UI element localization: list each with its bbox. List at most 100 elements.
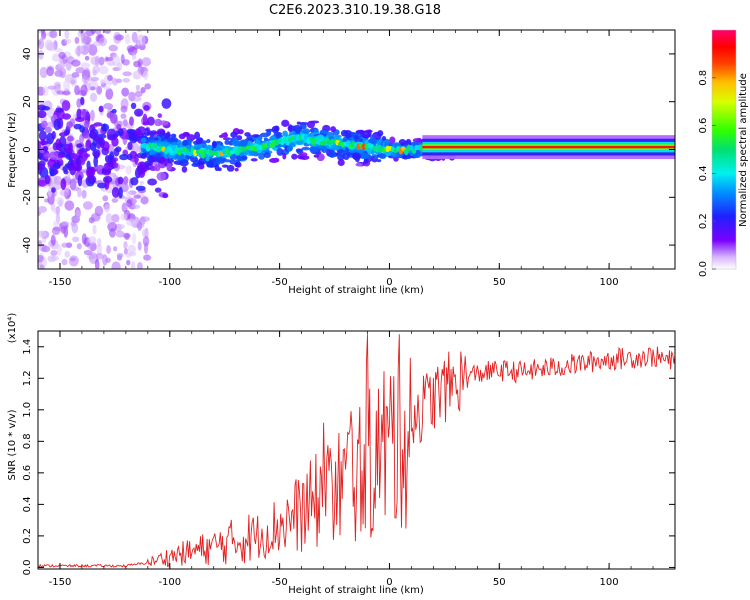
heatmap-noise-blob	[104, 177, 110, 190]
heatmap-noise-blob	[117, 176, 124, 185]
heatmap-noise-blob	[117, 61, 123, 71]
heatmap-noise-blob	[71, 72, 80, 78]
heatmap-noise-blob	[122, 118, 128, 127]
heatmap-noise-blob	[76, 108, 82, 120]
heatmap-noise-blob	[126, 259, 131, 266]
heatmap-noise-blob	[122, 176, 129, 185]
heatmap-noise-blob	[70, 152, 78, 160]
heatmap-noise-blob	[39, 264, 45, 269]
snr-y-ticks: 0.0 0.2 0.4 0.6 0.8 1.0 1.2 1.4	[22, 339, 675, 575]
heatmap-noise-blob	[85, 30, 95, 37]
heatmap-noise-blob	[127, 141, 133, 151]
heatmap-noise-blob	[84, 55, 90, 61]
heatmap-noise-blob	[66, 172, 71, 180]
heatmap-noise-blob	[95, 252, 104, 260]
heatmap-noise-blob	[142, 121, 150, 126]
heatmap-ridge-core	[411, 148, 417, 154]
heatmap-noise-blob	[132, 204, 141, 210]
heatmap-ridge-core	[403, 148, 409, 156]
heatmap-ridge-blob	[236, 135, 243, 141]
heatmap-ridge-blob	[282, 130, 288, 137]
heatmap-noise-blob	[120, 105, 128, 113]
heatmap-noise-blob	[38, 130, 47, 141]
x-tick-label: -100	[158, 577, 181, 588]
heatmap-noise-blob	[140, 86, 146, 94]
heatmap-noise-blob	[97, 133, 107, 139]
heatmap-ridge-blob	[329, 149, 334, 157]
heatmap-noise-blob	[60, 225, 67, 233]
heatmap-noise-blob	[38, 230, 47, 239]
heatmap-noise-blob	[50, 234, 56, 246]
heatmap-ridge-blob	[239, 139, 248, 148]
heatmap-ridge-blob	[234, 162, 241, 168]
heatmap-noise-blob	[120, 113, 127, 119]
heatmap-noise-blob	[111, 261, 121, 269]
heatmap-noise-blob	[134, 128, 142, 136]
heatmap-noise-blob	[122, 232, 131, 239]
heatmap-ridge-blob	[361, 134, 371, 138]
heatmap-noise-blob	[90, 76, 100, 82]
y-tick-label: 20	[22, 95, 33, 108]
heatmap-noise-blob	[46, 66, 55, 77]
heatmap-noise-blob	[76, 143, 83, 148]
heatmap-noise-blob	[100, 123, 110, 132]
heatmap-ridge-blob	[215, 147, 224, 151]
heatmap-noise-blob	[140, 216, 150, 222]
heatmap-noise-blob	[81, 32, 86, 44]
heatmap-noise-blob	[137, 262, 143, 269]
heatmap-noise-blob	[111, 213, 120, 223]
heatmap-ridge-blob	[234, 167, 239, 172]
y-tick-label: 0.8	[22, 433, 33, 449]
heatmap-ridge-core	[314, 136, 319, 142]
heatmap-noise-blob	[83, 249, 93, 256]
heatmap-noise-blob	[125, 191, 132, 197]
heatmap-noise-blob	[108, 228, 116, 238]
snr-x-label: Height of straight line (km)	[288, 585, 424, 596]
heatmap-noise-blob	[98, 65, 109, 75]
heatmap-noise-blob	[79, 46, 84, 53]
heatmap-noise-blob	[79, 134, 85, 144]
heatmap-noise-blob	[38, 40, 42, 46]
snr-series-line	[38, 334, 675, 568]
heatmap-ridge-blob	[296, 121, 301, 125]
x-tick-label: -150	[49, 277, 72, 288]
heatmap-ridge-blob	[299, 152, 308, 157]
heatmap-noise-blob	[100, 79, 105, 85]
heatmap-ridge-blob	[295, 148, 302, 153]
colorbar-tick-label: 0.4	[698, 165, 709, 181]
colorbar-label: Normalized spectral amplitude	[738, 73, 749, 227]
heatmap-ridge-blob	[344, 147, 349, 155]
heatmap-ridge-blob	[140, 152, 148, 159]
heatmap-noise-blob	[38, 211, 41, 216]
heatmap-noise-blob	[38, 255, 44, 263]
heatmap-noise-blob	[94, 55, 100, 67]
heatmap-noise-blob	[40, 138, 46, 146]
heatmap-ridge-core	[153, 143, 158, 148]
heatmap-noise-blob	[105, 88, 114, 100]
heatmap-ridge-blob	[292, 124, 303, 132]
heatmap-noise-blob	[136, 34, 146, 47]
x-tick-label: -50	[271, 577, 287, 588]
colorbar-tick-label: 0.8	[698, 70, 709, 86]
heatmap-ridge-blob	[309, 146, 315, 153]
heatmap-noise-blob	[96, 243, 103, 256]
heatmap-ridge-blob	[166, 163, 173, 171]
heatmap-ridge-blob	[259, 132, 270, 138]
colorbar-tick-label: 0.0	[698, 261, 709, 277]
heatmap-ridge-blob	[389, 136, 396, 144]
heatmap-noise-blob	[73, 123, 82, 130]
heatmap-noise-blob	[38, 240, 43, 247]
heatmap-ridge-blob	[281, 119, 290, 127]
heatmap-ridge-blob	[381, 136, 387, 141]
heatmap-noise-blob	[124, 33, 131, 45]
heatmap-ridge-blob	[217, 167, 222, 172]
heatmap-ridge-blob	[340, 129, 349, 137]
heatmap-noise-blob	[86, 166, 96, 179]
heatmap-ridge-blob	[360, 152, 369, 160]
heatmap-ridge-blob	[357, 138, 363, 143]
heatmap-noise-blob	[61, 100, 71, 112]
heatmap-noise-blob	[111, 198, 119, 203]
heatmap-noise-blob	[135, 84, 140, 92]
heatmap-noise-blob	[89, 92, 98, 102]
